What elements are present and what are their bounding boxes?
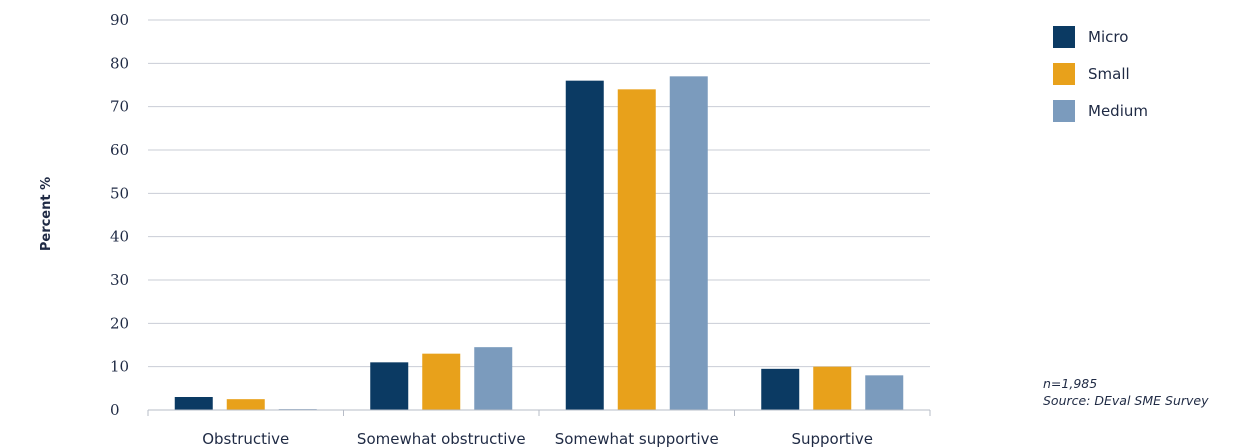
x-tick-label-1: Somewhat obstructive	[357, 430, 526, 448]
legend-label-small: Small	[1088, 64, 1130, 83]
y-tick-label-10: 10	[110, 358, 129, 376]
legend-swatch-micro	[1053, 25, 1075, 48]
y-tick-label-40: 40	[110, 228, 129, 246]
bar-medium-2	[669, 76, 708, 410]
bar-medium-3	[865, 375, 904, 410]
y-tick-label-20: 20	[110, 314, 129, 332]
bar-small-0	[226, 399, 265, 410]
bar-small-3	[813, 366, 852, 410]
y-axis-ticks: 0 10 20 30 40 50 60 70 80 90	[110, 11, 129, 419]
legend-item-medium: Medium	[1053, 92, 1148, 129]
y-tick-label-30: 30	[110, 271, 129, 289]
y-tick-label-50: 50	[110, 184, 129, 202]
bar-micro-2	[565, 80, 604, 411]
y-tick-label-60: 60	[110, 141, 129, 159]
legend-swatch-small	[1053, 62, 1075, 85]
gridlines	[148, 19, 930, 368]
y-axis-label: Percent %	[39, 177, 54, 251]
bars	[174, 76, 904, 411]
x-tick-label-0: Obstructive	[202, 430, 289, 448]
bar-micro-0	[174, 397, 213, 410]
legend-label-medium: Medium	[1088, 101, 1148, 120]
y-tick-label-70: 70	[110, 98, 129, 116]
x-tick-label-3: Supportive	[791, 430, 873, 448]
x-tick-label-2: Somewhat supportive	[555, 430, 719, 448]
bar-small-1	[422, 353, 461, 410]
legend-label-micro: Micro	[1088, 27, 1129, 46]
chart-notes: n=1,985 Source: DEval SME Survey	[1043, 375, 1209, 409]
sample-size-note: n=1,985	[1043, 376, 1098, 391]
y-tick-label-90: 90	[110, 11, 129, 29]
bar-micro-3	[761, 368, 800, 410]
legend-item-micro: Micro	[1053, 18, 1148, 55]
bar-micro-1	[370, 362, 409, 410]
bar-small-2	[617, 89, 656, 410]
legend: Micro Small Medium	[1053, 18, 1148, 129]
legend-item-small: Small	[1053, 55, 1148, 92]
x-axis	[147, 409, 931, 416]
legend-swatch-medium	[1053, 99, 1075, 122]
source-note: Source: DEval SME Survey	[1043, 393, 1209, 408]
y-tick-label-80: 80	[110, 54, 129, 72]
y-tick-label-0: 0	[110, 401, 120, 419]
x-axis-labels: Obstructive Somewhat obstructive Somewhat …	[202, 430, 873, 448]
bar-medium-1	[474, 347, 513, 410]
